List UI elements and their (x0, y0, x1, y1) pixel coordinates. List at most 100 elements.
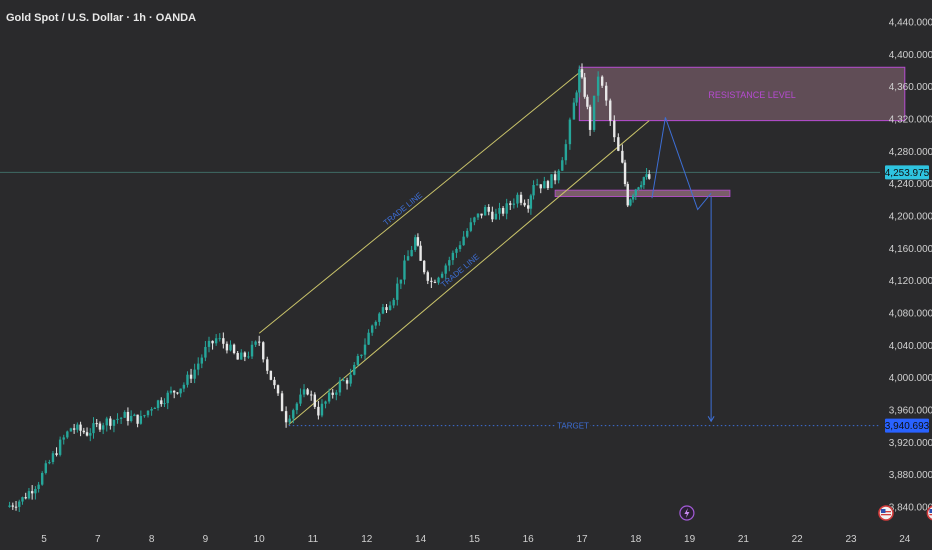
candle-body (596, 76, 600, 96)
candle-body (254, 341, 257, 345)
target-price-badge-bg (885, 418, 929, 433)
candle-body (374, 321, 377, 326)
candle-body (512, 203, 516, 205)
candle-body (313, 394, 316, 407)
candle-body (592, 95, 596, 130)
candle-body (41, 472, 44, 485)
candle-body (605, 85, 608, 101)
candle-body (150, 409, 153, 411)
candle-body (613, 120, 616, 138)
candle-body (543, 181, 546, 189)
candle-body (153, 407, 157, 410)
candle-body (273, 379, 276, 386)
candle-body (437, 277, 440, 283)
candle-body (160, 400, 163, 405)
candle-body (494, 213, 498, 220)
candle-body (232, 344, 236, 354)
x-tick-label: 8 (149, 534, 155, 545)
candle-body (385, 307, 388, 311)
candle-body (529, 195, 533, 209)
candle-body (288, 418, 291, 423)
y-tick-label: 3,840.000 (889, 503, 932, 514)
candle-body (116, 418, 119, 420)
candle-body (126, 411, 130, 422)
candle-body (44, 463, 47, 473)
candle-body (480, 213, 483, 216)
candle-body (564, 144, 568, 161)
candle-body (37, 484, 40, 489)
candle-body (392, 299, 395, 306)
candle-body (487, 206, 490, 212)
candle-body (69, 428, 73, 432)
y-tick-label: 3,880.000 (889, 470, 932, 481)
candle-body (600, 76, 604, 86)
candle-body (648, 174, 651, 179)
flag-canton (929, 509, 932, 513)
candle-body (532, 184, 535, 196)
candle-body (295, 403, 299, 411)
x-tick-label: 15 (469, 534, 481, 545)
y-tick-label: 4,360.000 (889, 82, 932, 93)
candle-body (501, 208, 505, 214)
x-tick-label: 16 (523, 534, 535, 545)
candle-body (473, 217, 476, 223)
candle-body (634, 189, 637, 196)
x-tick-label: 24 (899, 534, 911, 545)
x-tick-label: 22 (792, 534, 804, 545)
candle-body (396, 283, 399, 300)
candle-body (637, 187, 640, 190)
candle-body (588, 106, 592, 130)
candle-body (27, 491, 31, 499)
candle-body (197, 363, 200, 370)
resistance-zone (578, 66, 906, 122)
x-tick-label: 17 (576, 534, 588, 545)
candle-body (583, 77, 586, 97)
x-tick-label: 19 (684, 534, 696, 545)
candle-body (276, 385, 280, 394)
target-price-badge: 3,940.693 (885, 421, 930, 432)
candle-body (535, 184, 539, 186)
candle-body (509, 203, 512, 205)
candle-body (193, 369, 196, 379)
candle-body (299, 394, 302, 404)
candle-body (51, 453, 55, 463)
candle-body (247, 356, 250, 358)
resistance-zone-label: RESISTANCE LEVEL (708, 90, 795, 100)
channel-upper-label: TRADE LINE (382, 191, 424, 228)
candle-body (609, 100, 612, 121)
candle-body (356, 356, 360, 365)
y-tick-label: 4,200.000 (889, 212, 932, 223)
candle-body (324, 401, 327, 404)
candle-body (11, 505, 14, 507)
candle-body (639, 185, 643, 188)
candle-body (426, 272, 429, 281)
x-tick-label: 7 (95, 534, 101, 545)
candle-body (416, 237, 420, 246)
candle-body (176, 392, 179, 394)
candle-body (317, 406, 320, 416)
candle-body (146, 410, 150, 416)
current-price-badge: 4,253.975 (885, 168, 930, 179)
candle-body (169, 390, 173, 393)
candle-body (553, 174, 557, 181)
candle-body (345, 380, 349, 384)
candle-body (82, 430, 86, 433)
flag-stripe (880, 514, 891, 516)
candle-body (143, 415, 146, 417)
candle-body (519, 194, 523, 203)
candle-body (444, 265, 447, 274)
candle-body (546, 181, 550, 189)
candle-body (136, 414, 139, 424)
candle-body (388, 305, 392, 311)
candles (8, 63, 651, 512)
candle-body (66, 431, 69, 438)
x-tick-label: 9 (203, 534, 209, 545)
current-price-badge-bg (885, 165, 929, 180)
candle-body (211, 340, 214, 344)
candle-body (645, 174, 648, 178)
candle-body (539, 184, 542, 189)
candle-body (182, 384, 186, 389)
candle-body (258, 341, 261, 343)
